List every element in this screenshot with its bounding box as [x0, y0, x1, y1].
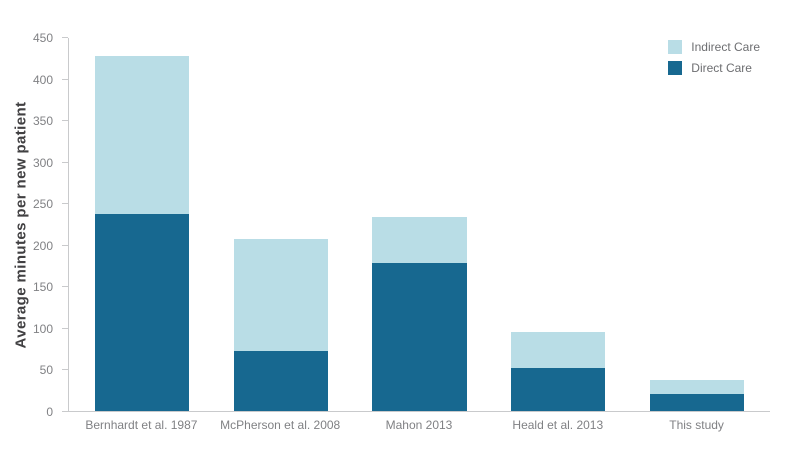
bar-stack: [372, 38, 467, 411]
plot-area: Indirect Care Direct Care: [68, 38, 770, 412]
y-axis-ticks: 0 50 100 150 200 250 300 350 400 450: [0, 31, 68, 419]
y-tick-mark: [62, 411, 68, 412]
y-tick-label: 150: [32, 280, 53, 295]
x-category-label: Bernhardt et al. 1987: [85, 418, 198, 432]
bar-segment-direct-care: [233, 350, 328, 411]
bar-group: [350, 38, 489, 411]
y-tick-mark: [62, 161, 68, 163]
legend-item-direct-care: Direct Care: [668, 61, 760, 75]
bar-segment-direct-care: [372, 263, 467, 411]
y-tick-mark: [62, 286, 68, 288]
y-tick-label: 450: [32, 31, 53, 45]
bar-group: [212, 38, 351, 411]
bar-segment-indirect-care: [649, 379, 744, 395]
x-category-label: Heald et al. 2013: [512, 418, 604, 432]
y-tick-mark: [62, 120, 68, 122]
bar-segment-indirect-care: [233, 238, 328, 351]
y-tick-label: 300: [32, 155, 53, 170]
y-tick-label: 250: [32, 197, 53, 212]
y-tick-mark: [62, 37, 68, 38]
bar-stack: [649, 38, 744, 411]
y-tick-label: 400: [32, 72, 53, 87]
indirect-care-swatch: [668, 40, 683, 54]
x-category-label: Mahon 2013: [385, 418, 453, 432]
y-tick-mark: [62, 203, 68, 205]
y-tick-mark: [62, 78, 68, 80]
bar-stack: [233, 38, 328, 411]
x-category-label: McPherson et al. 2008: [220, 418, 341, 432]
bar-stack: [95, 38, 190, 411]
y-tick-label: 50: [39, 363, 53, 378]
y-tick-mark: [62, 244, 68, 246]
direct-care-swatch: [668, 61, 683, 75]
legend-label: Indirect Care: [691, 40, 760, 54]
bar-stack: [510, 38, 606, 411]
legend-item-indirect-care: Indirect Care: [668, 40, 760, 54]
bar-segment-indirect-care: [95, 56, 190, 214]
y-tick-label: 0: [46, 405, 53, 419]
legend: Indirect Care Direct Care: [668, 40, 760, 75]
y-tick-label: 100: [32, 321, 53, 336]
bars: [69, 38, 770, 411]
bar-segment-indirect-care: [510, 332, 606, 368]
y-tick-label: 350: [32, 114, 53, 129]
category-labels: Bernhardt et al. 1987 McPherson et al. 20…: [68, 418, 770, 432]
y-tick-mark: [62, 327, 68, 329]
legend-label: Direct Care: [691, 61, 752, 75]
bar-segment-direct-care: [649, 394, 744, 411]
bar-group: [73, 38, 212, 411]
bar-group: [627, 38, 766, 411]
y-tick-label: 200: [32, 238, 53, 253]
bar-segment-indirect-care: [372, 217, 467, 264]
bar-segment-direct-care: [510, 367, 606, 411]
bar-segment-direct-care: [95, 213, 190, 411]
bar-group: [489, 38, 628, 411]
x-category-label: This study: [669, 418, 724, 432]
y-tick-mark: [62, 369, 68, 371]
